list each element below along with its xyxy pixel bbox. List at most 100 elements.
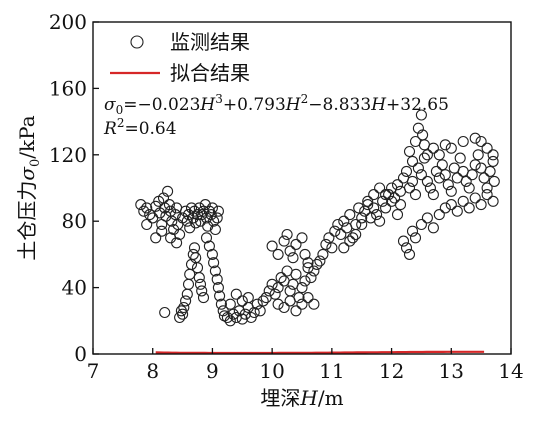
x-tick-label: 10 xyxy=(259,359,284,383)
data-point xyxy=(302,257,314,269)
data-point xyxy=(329,225,341,237)
data-point xyxy=(281,228,293,241)
data-point xyxy=(287,252,299,264)
data-point xyxy=(296,298,308,310)
x-tick-label: 8 xyxy=(146,359,159,383)
data-point xyxy=(421,149,433,161)
data-point xyxy=(433,149,445,161)
data-point xyxy=(272,298,284,310)
legend-marker-circle xyxy=(130,35,144,49)
legend: 监测结果 拟合结果 xyxy=(110,30,250,85)
data-point xyxy=(383,189,395,201)
data-point xyxy=(397,235,410,247)
data-point xyxy=(214,290,226,302)
data-point xyxy=(451,205,463,217)
x-tick-label: 9 xyxy=(206,359,219,383)
data-point xyxy=(415,169,427,181)
data-point xyxy=(463,182,475,194)
data-point xyxy=(460,175,472,187)
data-point xyxy=(400,165,413,177)
data-point xyxy=(488,175,500,187)
data-point xyxy=(439,202,451,214)
data-point xyxy=(439,169,451,181)
data-point xyxy=(166,215,178,227)
data-point xyxy=(418,152,430,164)
y-axis-ticks: 0 40 80 120 160 200 xyxy=(49,10,99,366)
data-point xyxy=(141,218,153,231)
data-point xyxy=(362,195,374,207)
data-point xyxy=(242,292,254,304)
data-point xyxy=(180,295,192,307)
data-point xyxy=(266,240,278,252)
data-point xyxy=(391,209,404,221)
y-tick-label: 0 xyxy=(74,342,87,366)
data-point xyxy=(466,169,478,181)
data-point xyxy=(409,232,422,244)
data-point xyxy=(135,199,147,211)
y-tick-label: 160 xyxy=(49,76,87,100)
data-point xyxy=(266,278,278,290)
data-point xyxy=(427,222,439,234)
data-point xyxy=(433,172,445,184)
data-point xyxy=(197,292,210,304)
data-point xyxy=(239,308,251,320)
data-point xyxy=(275,272,287,284)
data-point xyxy=(193,272,205,284)
data-point xyxy=(427,189,439,201)
data-point xyxy=(299,275,311,287)
data-point xyxy=(371,209,383,221)
data-point xyxy=(424,182,436,194)
x-tick-label: 12 xyxy=(379,359,404,383)
data-point xyxy=(445,142,457,154)
data-point xyxy=(254,305,266,317)
data-point xyxy=(178,301,190,314)
data-point xyxy=(205,209,217,221)
data-point xyxy=(211,273,223,285)
data-point xyxy=(335,228,347,241)
data-point xyxy=(403,248,416,260)
data-point xyxy=(320,238,332,250)
data-point xyxy=(350,228,362,241)
data-point xyxy=(368,202,380,214)
data-point xyxy=(194,278,207,290)
data-point xyxy=(174,311,186,324)
y-axis-title: 土仓压力σ0/kPa xyxy=(15,115,43,260)
data-point xyxy=(272,248,284,260)
data-point xyxy=(141,202,153,214)
x-axis-ticks: 7 8 9 10 11 12 13 14 xyxy=(87,348,524,383)
data-point xyxy=(215,298,227,310)
data-point xyxy=(344,235,356,247)
x-tick-label: 14 xyxy=(498,359,523,383)
data-point xyxy=(230,288,242,300)
data-point xyxy=(412,162,424,174)
data-point xyxy=(190,217,202,229)
data-point xyxy=(415,109,427,121)
data-point xyxy=(182,278,195,290)
data-point xyxy=(475,135,487,148)
data-point xyxy=(308,265,320,277)
legend-label-fit: 拟合结果 xyxy=(170,61,250,85)
data-point xyxy=(311,258,323,270)
data-point xyxy=(208,257,220,269)
data-point xyxy=(296,282,308,294)
data-point xyxy=(350,218,362,231)
data-point xyxy=(487,195,499,207)
data-point xyxy=(481,182,493,194)
data-point xyxy=(159,306,171,319)
data-point xyxy=(481,189,493,201)
data-point xyxy=(284,295,296,307)
data-point xyxy=(187,248,199,260)
data-point xyxy=(403,145,416,158)
data-point xyxy=(209,265,221,277)
data-point xyxy=(175,305,187,317)
data-point xyxy=(421,175,433,187)
data-point xyxy=(362,199,374,211)
data-point xyxy=(472,149,484,161)
data-point xyxy=(211,212,223,224)
data-point xyxy=(251,298,263,310)
data-point xyxy=(278,235,290,247)
data-point xyxy=(314,255,326,267)
data-point xyxy=(374,182,386,194)
data-point xyxy=(302,292,314,304)
data-point xyxy=(284,285,296,297)
